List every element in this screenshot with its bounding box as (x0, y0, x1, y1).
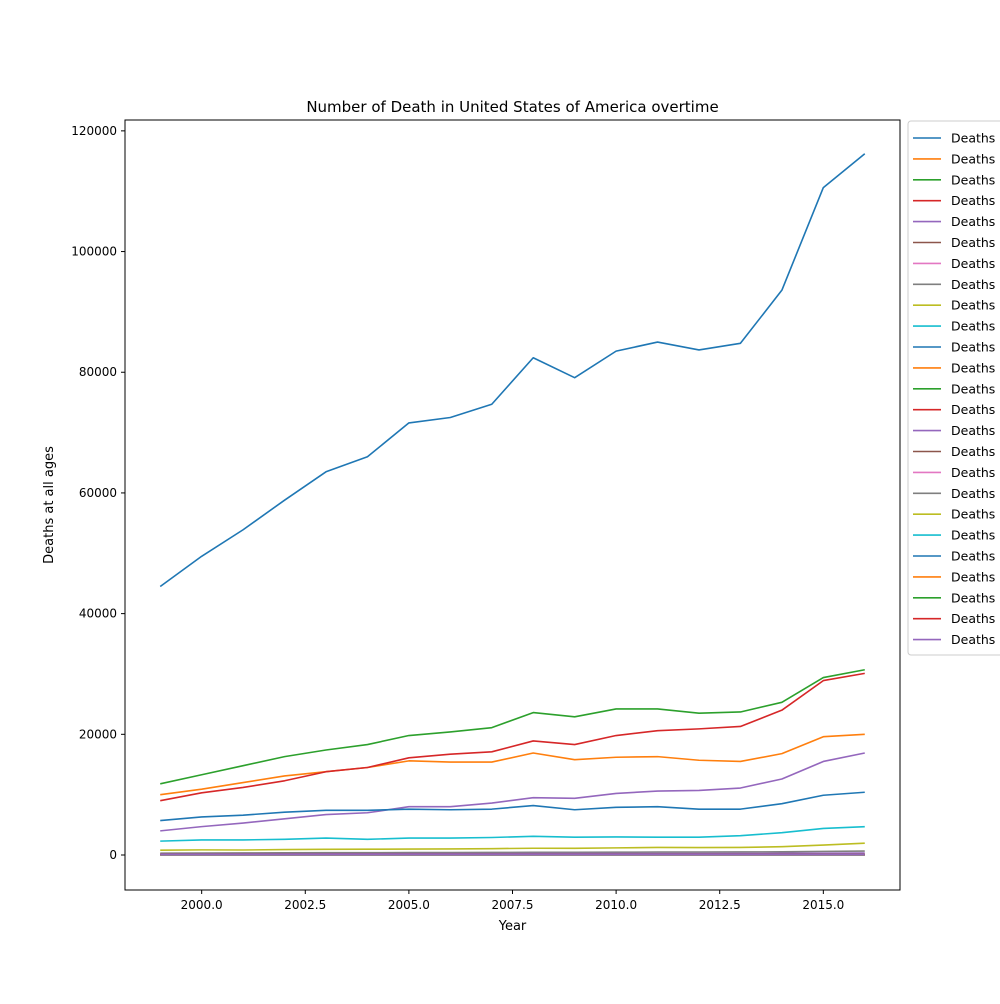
legend-item: Deaths (913, 507, 995, 522)
legend-item: Deaths (913, 172, 995, 187)
legend-item: Deaths (913, 319, 995, 334)
legend-label: Deaths (951, 360, 995, 375)
chart-title: Number of Death in United States of Amer… (306, 98, 718, 116)
series-line-4 (160, 672, 865, 802)
series-line-11 (160, 791, 865, 822)
y-tick-label: 100000 (71, 245, 117, 259)
legend-item: Deaths (913, 569, 995, 584)
legend-item: Deaths (913, 340, 995, 355)
series-line-2 (160, 733, 865, 796)
legend-label: Deaths (951, 590, 995, 605)
legend-item: Deaths (913, 235, 995, 250)
legend-item: Deaths (913, 277, 995, 292)
legend-label: Deaths (951, 235, 995, 250)
legend-label: Deaths (951, 444, 995, 459)
legend-label: Deaths (951, 632, 995, 647)
legend-item: Deaths (913, 151, 995, 166)
legend-label: Deaths (951, 402, 995, 417)
legend-label: Deaths (951, 256, 995, 271)
legend-item: Deaths (913, 256, 995, 271)
legend-label: Deaths (951, 214, 995, 229)
series-line-1 (159, 153, 866, 588)
legend-label: Deaths (951, 569, 995, 584)
x-axis-label: Year (498, 919, 527, 934)
y-tick-label: 120000 (71, 124, 117, 138)
legend-item: Deaths (913, 444, 995, 459)
legend-label: Deaths (951, 131, 995, 146)
legend-item: Deaths (913, 465, 995, 480)
legend-label: Deaths (951, 486, 995, 501)
legend-item: Deaths (913, 549, 995, 564)
y-tick-label: 40000 (79, 607, 117, 621)
legend-label: Deaths (951, 465, 995, 480)
legend-label: Deaths (951, 319, 995, 334)
legend-item: Deaths (913, 402, 995, 417)
x-tick-label: 2012.5 (699, 898, 741, 912)
legend-label: Deaths (951, 151, 995, 166)
legend-label: Deaths (951, 528, 995, 543)
legend-item: Deaths (913, 611, 995, 626)
legend-label: Deaths (951, 193, 995, 208)
y-tick-label: 60000 (79, 486, 117, 500)
y-tick-label: 80000 (79, 365, 117, 379)
x-tick-label: 2005.0 (388, 898, 430, 912)
y-tick-label: 20000 (79, 727, 117, 741)
legend-label: Deaths (951, 381, 995, 396)
series-line-8 (160, 850, 865, 854)
legend-box (907, 120, 1000, 656)
series-line-9 (160, 842, 865, 851)
x-tick-label: 2002.5 (284, 898, 326, 912)
legend: Deaths Deaths Deaths Deaths Deaths Deaths Deat… (907, 120, 1000, 656)
x-tick-label: 2007.5 (492, 898, 534, 912)
x-axis-ticks: 2000.0 2002.5 2005.0 2007.5 2010.0 2012.5 2015… (181, 890, 844, 912)
legend-item: Deaths (913, 193, 995, 208)
legend-item: Deaths (913, 360, 995, 375)
legend-item: Deaths (913, 528, 995, 543)
plot-frame (124, 119, 901, 891)
legend-item: Deaths (913, 486, 995, 501)
x-tick-label: 2015.0 (802, 898, 844, 912)
series-line-3 (160, 668, 865, 785)
legend-item: Deaths (913, 423, 995, 438)
x-tick-label: 2010.0 (595, 898, 637, 912)
legend-label: Deaths (951, 611, 995, 626)
y-tick-label: 0 (109, 848, 117, 862)
legend-label: Deaths (951, 423, 995, 438)
legend-label: Deaths (951, 277, 995, 292)
legend-label: Deaths (951, 172, 995, 187)
legend-item: Deaths (913, 381, 995, 396)
series-line-10 (160, 825, 865, 842)
legend-item: Deaths (913, 590, 995, 605)
legend-label: Deaths (951, 298, 995, 313)
legend-label: Deaths (951, 340, 995, 355)
legend-label: Deaths (951, 549, 995, 564)
series-line-5 (160, 752, 865, 832)
legend-item: Deaths (913, 632, 995, 647)
legend-item: Deaths (913, 298, 995, 313)
y-axis-label: Deaths at all ages (42, 446, 57, 564)
x-tick-label: 2000.0 (181, 898, 223, 912)
series-lines (159, 153, 866, 856)
legend-item: Deaths (913, 214, 995, 229)
legend-item: Deaths (913, 131, 995, 146)
legend-label: Deaths (951, 507, 995, 522)
y-axis-ticks: 0 20000 40000 60000 80000 100000 120000 (71, 124, 125, 862)
